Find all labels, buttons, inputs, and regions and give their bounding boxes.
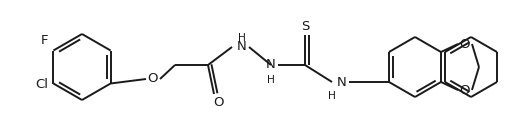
- Text: N: N: [337, 75, 347, 89]
- Text: O: O: [213, 95, 223, 109]
- Text: O: O: [460, 83, 470, 96]
- Text: S: S: [301, 21, 309, 34]
- Text: O: O: [148, 72, 158, 85]
- Text: H: H: [267, 75, 275, 85]
- Text: Cl: Cl: [36, 78, 48, 91]
- Text: H: H: [238, 33, 246, 43]
- Text: F: F: [41, 35, 48, 48]
- Text: N: N: [237, 41, 247, 54]
- Text: H: H: [328, 91, 336, 101]
- Text: O: O: [460, 38, 470, 51]
- Text: N: N: [266, 58, 276, 72]
